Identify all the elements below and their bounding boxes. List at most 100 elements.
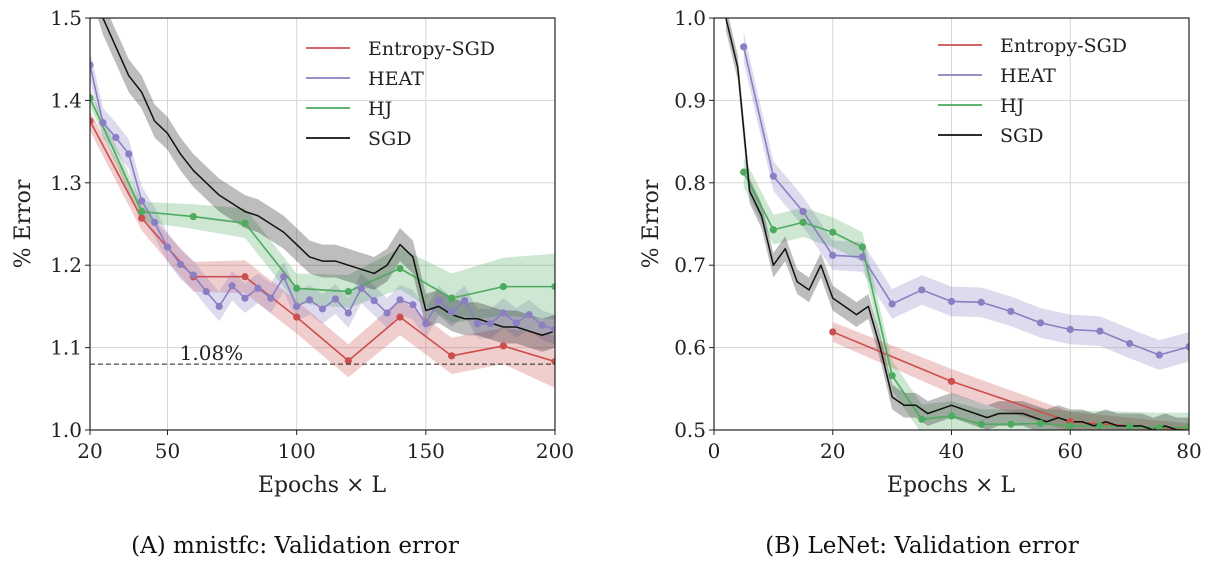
x-tick-label: 100 <box>278 439 316 463</box>
hj-line <box>90 97 555 299</box>
entropy-sgd-point <box>90 117 94 125</box>
y-axis-label: % Error <box>11 179 36 268</box>
heat-point <box>280 273 288 281</box>
hj-point <box>1096 422 1104 430</box>
caption-b: (B) LeNet: Validation error <box>765 533 1078 559</box>
y-tick-labels: 0.5 0.6 0.7 0.8 0.9 1.0 <box>674 6 714 442</box>
hj-point <box>829 228 837 236</box>
x-tick-labels: 20 50 100 150 200 <box>77 430 574 463</box>
y-tick-label: 0.5 <box>674 418 706 442</box>
heat-point <box>947 297 956 306</box>
y-tick-label: 1.2 <box>50 253 82 277</box>
x-tick-label: 200 <box>536 439 574 463</box>
entropy-sgd-point <box>829 328 837 336</box>
hj-point <box>858 243 867 251</box>
heat-point <box>977 298 985 306</box>
heat-point <box>1096 327 1104 335</box>
heat-point <box>473 320 482 328</box>
heat-point <box>858 253 867 261</box>
heat-point <box>305 296 314 304</box>
hj-point <box>1155 423 1163 430</box>
hj-point <box>1036 419 1045 428</box>
y-tick-label: 0.6 <box>674 336 706 360</box>
sgd-legend-label: SGD <box>1000 125 1043 147</box>
hj-point <box>1007 420 1015 428</box>
hj-point <box>1126 423 1134 430</box>
y-tick-label: 1.3 <box>50 171 82 195</box>
entropy-sgd-point <box>344 357 352 365</box>
heat-legend-label: HEAT <box>368 68 424 90</box>
hj-point <box>888 372 896 380</box>
heat-band <box>90 50 555 345</box>
y-tick-label: 0.9 <box>674 88 706 112</box>
heat-point <box>396 296 404 304</box>
heat-point <box>409 301 417 309</box>
heat-point <box>90 61 94 69</box>
x-tick-label: 0 <box>708 439 721 463</box>
caption-letter: (B) <box>765 533 800 559</box>
heat-line <box>742 46 1189 356</box>
sgd-line <box>102 18 555 336</box>
caption-letter: (A) <box>131 533 166 559</box>
hj-line <box>742 171 1189 429</box>
y-tick-label: 1.4 <box>50 88 82 112</box>
x-tick-label: 40 <box>939 439 964 463</box>
hj-point <box>90 94 94 102</box>
entropy-sgd-band <box>832 322 1189 430</box>
series-markers <box>740 43 1189 430</box>
entropy-sgd-point <box>396 313 404 321</box>
x-tick-label: 20 <box>820 439 845 463</box>
series-markers <box>90 61 555 366</box>
entropy-sgd-point <box>241 273 249 281</box>
caption-text: LeNet: Validation error <box>807 533 1078 559</box>
heat-point <box>241 294 249 302</box>
y-tick-label: 0.8 <box>674 171 706 195</box>
heat-point <box>357 284 365 292</box>
heat-point <box>318 305 327 313</box>
hj-legend-label: HJ <box>368 98 392 120</box>
heat-point <box>769 172 777 180</box>
heat-point <box>538 321 546 329</box>
heat-point <box>499 309 507 317</box>
entropy-sgd-legend-label: Entropy-SGD <box>368 38 495 60</box>
heat-point <box>460 297 469 305</box>
heat-point <box>829 251 837 259</box>
heat-point <box>1126 339 1134 348</box>
heat-point <box>112 133 120 142</box>
heat-point <box>150 218 159 226</box>
hj-point <box>947 412 956 420</box>
heat-point <box>254 284 262 292</box>
heat-point <box>202 287 210 296</box>
x-tick-label: 60 <box>1058 439 1083 463</box>
heat-point <box>1155 351 1163 359</box>
heat-point <box>370 297 378 305</box>
hj-point <box>799 218 807 226</box>
reference-label: 1.08% <box>180 341 244 365</box>
heat-point <box>1007 307 1015 315</box>
y-tick-label: 1.1 <box>50 336 82 360</box>
x-axis-label: Epochs × L <box>258 473 387 498</box>
series-lines <box>725 18 1189 430</box>
y-tick-label: 1.0 <box>674 6 706 30</box>
heat-point <box>551 325 555 334</box>
legend: Entropy-SGD HEAT HJ SGD <box>938 35 1127 147</box>
heat-point <box>267 294 275 302</box>
y-tick-label: 1.5 <box>50 6 82 30</box>
entropy-sgd-point <box>138 214 146 222</box>
hj-point <box>241 219 249 227</box>
hj-point <box>344 287 352 296</box>
heat-point <box>799 208 807 216</box>
heat-point <box>918 286 926 294</box>
x-tick-label: 20 <box>77 439 102 463</box>
y-tick-label: 0.7 <box>674 253 706 277</box>
entropy-sgd-point <box>293 313 301 321</box>
heat-point <box>1185 343 1189 351</box>
heat-point <box>512 319 520 327</box>
x-tick-label: 80 <box>1176 439 1201 463</box>
hj-point <box>138 208 146 216</box>
hj-point <box>977 420 985 428</box>
entropy-sgd-point <box>551 358 555 366</box>
entropy-sgd-point <box>947 377 956 385</box>
hj-legend-label: HJ <box>1000 95 1024 117</box>
